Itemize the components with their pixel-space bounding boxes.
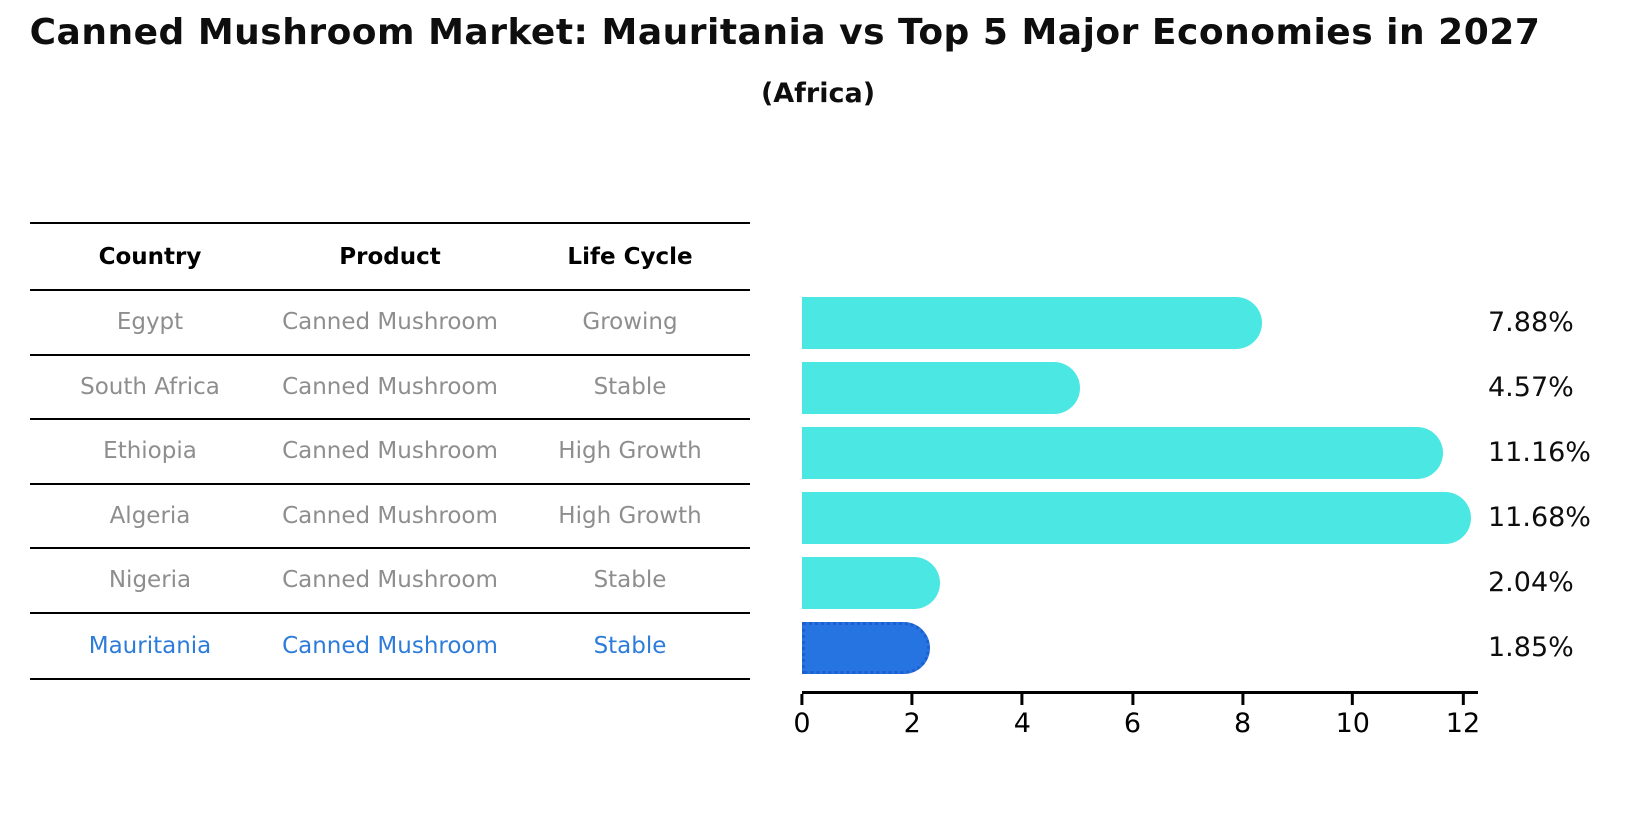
- table-header-lifecycle: Life Cycle: [567, 243, 693, 270]
- tick-mark: [1351, 694, 1355, 705]
- x-axis-tick: 4: [1014, 694, 1031, 739]
- tick-label: 10: [1335, 708, 1370, 739]
- cell-product: Canned Mushroom: [282, 502, 498, 529]
- table-row-egypt: Egypt Canned Mushroom Growing: [30, 291, 750, 356]
- value-label-mauritania: 1.85%: [1488, 632, 1574, 663]
- cell-country: South Africa: [80, 373, 220, 400]
- cell-lifecycle: Stable: [593, 632, 667, 659]
- table-header-country: Country: [98, 243, 202, 270]
- bar-mauritania: [802, 622, 930, 674]
- bar-chart: 0 2 4 6 8 10 12: [793, 222, 1492, 739]
- value-label-south-africa: 4.57%: [1488, 372, 1574, 403]
- x-axis-tick: 6: [1124, 694, 1141, 739]
- chart-subtitle: (Africa): [760, 78, 876, 109]
- tick-mark: [1130, 694, 1134, 705]
- table-row-mauritania: Mauritania Canned Mushroom Stable: [30, 614, 750, 679]
- tick-mark: [910, 694, 914, 705]
- cell-product: Canned Mushroom: [282, 632, 498, 659]
- cell-country: Egypt: [116, 309, 184, 336]
- bar-south-africa: [802, 362, 1080, 414]
- cell-lifecycle: Growing: [582, 309, 678, 336]
- cell-product: Canned Mushroom: [282, 567, 498, 594]
- summary-table: Country Product Life Cycle Egypt Canned …: [30, 222, 750, 680]
- x-axis-tick: 8: [1234, 694, 1251, 739]
- cell-product: Canned Mushroom: [282, 438, 498, 465]
- tick-label: 12: [1445, 708, 1481, 739]
- table-header-product: Product: [339, 243, 441, 270]
- cell-lifecycle: Stable: [593, 373, 667, 400]
- value-label-nigeria: 2.04%: [1488, 567, 1574, 598]
- tick-label: 8: [1234, 708, 1252, 739]
- table-header-row: Country Product Life Cycle: [30, 224, 750, 291]
- table-row-algeria: Algeria Canned Mushroom High Growth: [30, 485, 750, 549]
- cell-country: Mauritania: [88, 632, 212, 659]
- bar-egypt: [802, 297, 1263, 349]
- x-axis-tick: 0: [793, 694, 811, 739]
- cell-product: Canned Mushroom: [282, 309, 498, 336]
- cell-lifecycle: High Growth: [558, 502, 702, 529]
- cell-country: Algeria: [109, 502, 191, 529]
- cell-product: Canned Mushroom: [282, 373, 498, 400]
- tick-mark: [1241, 694, 1245, 705]
- tick-mark: [1020, 694, 1024, 705]
- cell-country: Nigeria: [108, 567, 192, 594]
- cell-country: Ethiopia: [103, 438, 197, 465]
- x-axis-tick: 12: [1446, 694, 1480, 739]
- x-axis-tick: 2: [904, 694, 921, 739]
- bar-algeria: [802, 492, 1472, 544]
- chart-title: Canned Mushroom Market: Mauritania vs To…: [29, 12, 1541, 53]
- value-label-ethiopia: 11.16%: [1488, 437, 1591, 468]
- table-row-nigeria: Nigeria Canned Mushroom Stable: [30, 549, 750, 614]
- cell-lifecycle: Stable: [593, 567, 667, 594]
- x-axis-line: [802, 691, 1478, 694]
- tick-mark: [800, 694, 804, 705]
- table-row-ethiopia: Ethiopia Canned Mushroom High Growth: [30, 420, 750, 485]
- cell-lifecycle: High Growth: [558, 438, 702, 465]
- table-row-south-africa: South Africa Canned Mushroom Stable: [30, 356, 750, 420]
- bar-nigeria: [802, 557, 941, 609]
- tick-label: 4: [1013, 708, 1031, 739]
- x-axis-tick: 10: [1336, 694, 1370, 739]
- value-label-algeria: 11.68%: [1488, 502, 1591, 533]
- tick-label: 2: [903, 708, 921, 739]
- bar-ethiopia: [802, 427, 1443, 479]
- value-label-egypt: 7.88%: [1488, 307, 1574, 338]
- tick-label: 6: [1123, 708, 1142, 739]
- tick-label: 0: [793, 708, 811, 739]
- tick-mark: [1461, 694, 1465, 705]
